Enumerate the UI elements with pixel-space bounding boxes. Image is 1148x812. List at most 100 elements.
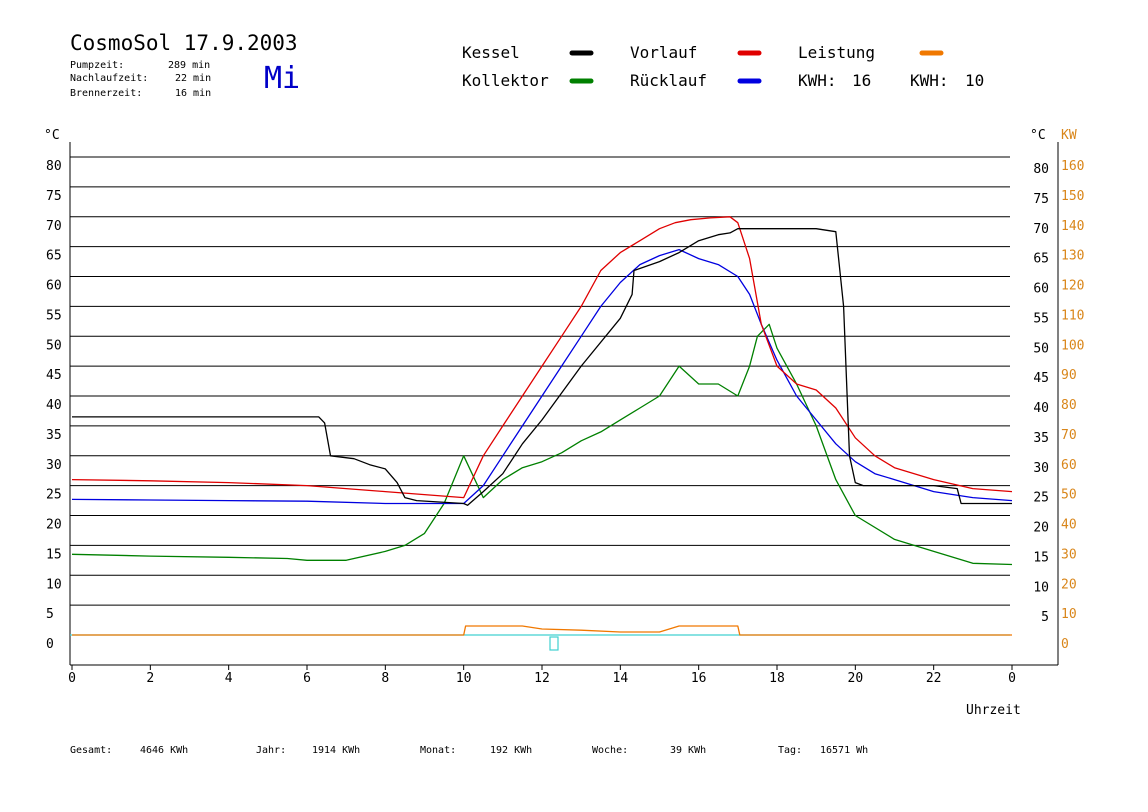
legend: Kessel Vorlauf Leistung Kollektor Rückla… [462,43,984,90]
kw-tick-label: 50 [1061,488,1077,503]
footer-totals: Gesamt: 4646 KWh Jahr: 1914 KWh Monat: 1… [70,745,868,756]
y-tick-label-left: 25 [46,488,62,503]
kw-tick-label: 30 [1061,547,1077,562]
legend-label-ruecklauf: Rücklauf [630,71,707,90]
y-tick-label-left: 20 [46,518,62,533]
legend-label-vorlauf: Vorlauf [630,43,697,62]
y-tick-label-left: 15 [46,547,62,562]
kw-tick-label: 140 [1061,219,1084,234]
footer-label-woche: Woche: [592,745,628,756]
series-line-leistung [72,625,1012,636]
stat-label: Nachlaufzeit: [70,73,148,84]
y-tick-label-right: 50 [1033,341,1049,356]
footer-value-jahr: 1914 KWh [312,745,360,756]
y-axis-unit-kw: KW [1061,128,1077,143]
footer-value-monat: 192 KWh [490,745,532,756]
x-ticks: 0 2 4 6 8 10 12 14 16 18 20 22 0 [68,665,1016,686]
series-line-ruecklauf [71,248,1013,505]
x-tick-label: 8 [381,671,389,686]
y-tick-label-right: 30 [1033,461,1049,476]
footer-value-tag: 16571 Wh [820,745,868,756]
x-tick-label: 2 [146,671,154,686]
x-tick-label: 6 [303,671,311,686]
series-line-kollektor [71,323,1013,566]
y-tick-label-right: 5 [1041,610,1049,625]
kw-tick-label: 0 [1061,637,1069,652]
x-tick-label: 18 [769,671,785,686]
kwh-value-1: 16 [852,71,871,90]
y-tick-label-right: 15 [1033,550,1049,565]
x-tick-label: 0 [1008,671,1016,686]
x-tick-label: 12 [534,671,550,686]
y-tick-label-right: 20 [1033,521,1049,536]
x-tick-label: 0 [68,671,76,686]
series-layer [71,216,1013,636]
y-tick-label-left: 45 [46,368,62,383]
time-cursor-marker [549,636,559,651]
series-line-kessel [72,228,1012,506]
kwh-label-2: KWH: [910,71,949,90]
y-tick-label-left: 55 [46,308,62,323]
kw-tick-label: 70 [1061,428,1077,443]
grid [69,142,1059,666]
footer-label-gesamt: Gesamt: [70,745,112,756]
y-ticks-kw: 0 10 20 30 40 50 60 70 80 90 100 110 120 130 140 150 160 [1061,159,1084,652]
x-tick-label: 20 [848,671,864,686]
stat-label: Pumpzeit: [70,60,124,71]
kw-tick-label: 100 [1061,338,1084,353]
y-tick-label-right: 80 [1033,162,1049,177]
y-tick-label-left: 0 [46,637,54,652]
weekday-label: Mi [264,61,300,96]
y-tick-label-right: 65 [1033,252,1049,267]
series-line-vorlauf [71,216,1013,499]
stat-value: 16 min [175,88,211,99]
x-axis-label: Uhrzeit [966,703,1021,718]
kwh-value-2: 10 [965,71,984,90]
x-tick-label: 22 [926,671,942,686]
legend-label-kessel: Kessel [462,43,520,62]
y-axis-unit-right: °C [1030,128,1046,143]
y-ticks-left: 0 5 10 15 20 25 30 35 40 45 50 55 60 65 70 75 80 [46,159,62,652]
footer-label-monat: Monat: [420,745,456,756]
y-tick-label-left: 50 [46,338,62,353]
kw-tick-label: 20 [1061,577,1077,592]
y-tick-label-right: 75 [1033,192,1049,207]
y-tick-label-right: 60 [1033,282,1049,297]
x-tick-label: 10 [456,671,472,686]
kw-tick-label: 150 [1061,189,1084,204]
footer-label-jahr: Jahr: [256,745,286,756]
kw-tick-label: 160 [1061,159,1084,174]
kw-tick-label: 120 [1061,279,1084,294]
kw-tick-label: 110 [1061,308,1084,323]
legend-label-kollektor: Kollektor [462,71,549,90]
legend-label-leistung: Leistung [798,43,875,62]
y-tick-label-left: 10 [46,577,62,592]
x-tick-label: 14 [613,671,629,686]
y-tick-label-right: 70 [1033,222,1049,237]
stat-value: 22 min [175,73,211,84]
y-tick-label-left: 70 [46,219,62,234]
kwh-label-1: KWH: [798,71,837,90]
kw-tick-label: 90 [1061,368,1077,383]
y-tick-label-left: 35 [46,428,62,443]
kw-tick-label: 40 [1061,518,1077,533]
footer-value-gesamt: 4646 KWh [140,745,188,756]
kw-tick-label: 80 [1061,398,1077,413]
footer-value-woche: 39 KWh [670,745,706,756]
footer-label-tag: Tag: [778,745,802,756]
y-tick-label-right: 25 [1033,491,1049,506]
kw-tick-label: 10 [1061,607,1077,622]
header-stats: Pumpzeit: 289 min Nachlaufzeit: 22 min B… [70,60,211,99]
y-axis-unit-left: °C [44,128,60,143]
y-tick-label-right: 55 [1033,311,1049,326]
y-tick-label-left: 80 [46,159,62,174]
stat-value: 289 min [168,60,210,71]
y-tick-label-right: 35 [1033,431,1049,446]
y-ticks-right: 5 10 15 20 25 30 35 40 45 50 55 60 65 70 75 80 [1033,162,1049,625]
y-tick-label-right: 45 [1033,371,1049,386]
y-tick-label-left: 40 [46,398,62,413]
kw-tick-label: 60 [1061,458,1077,473]
stat-label: Brennerzeit: [70,88,142,99]
x-tick-label: 16 [691,671,707,686]
